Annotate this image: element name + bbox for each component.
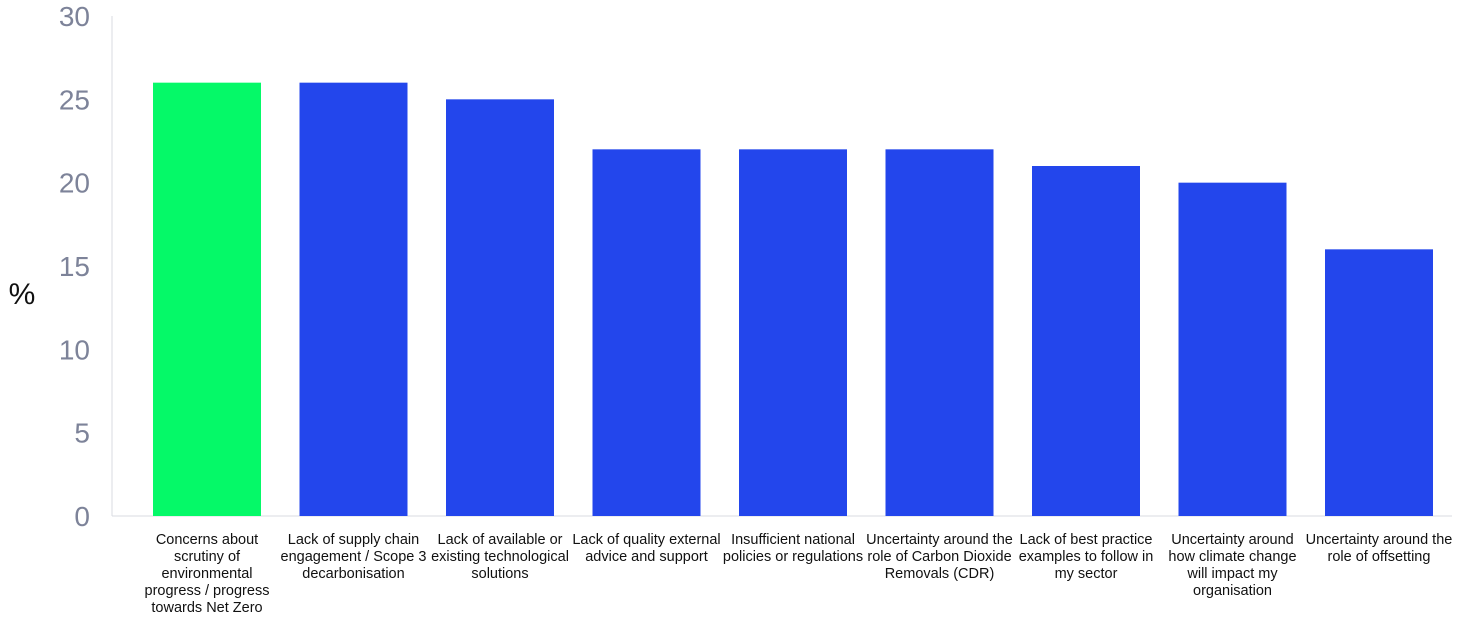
x-tick-label: Concerns about scrutiny of environmental… (144, 532, 270, 616)
x-tick-label: Lack of quality external advice and supp… (572, 532, 721, 565)
y-axis-ticks: 0 5 10 15 20 25 30 (59, 1, 90, 532)
x-tick-label: Uncertainty around the role of Carbon Di… (866, 532, 1013, 582)
x-tick-label: Lack of available or existing technologi… (431, 532, 569, 582)
bar (153, 82, 261, 517)
bar (1325, 249, 1433, 517)
x-tick-label: Uncertainty around the role of offsettin… (1305, 532, 1453, 565)
y-tick-label: 30 (59, 1, 90, 32)
x-tick-label: Lack of supply chain engagement / Scope … (280, 532, 427, 582)
bar (1032, 166, 1140, 516)
y-tick-label: 10 (59, 334, 90, 365)
bar (739, 149, 847, 517)
bar (885, 149, 994, 517)
y-tick-label: 15 (59, 251, 90, 282)
x-tick-label: Lack of best practice examples to follow… (1018, 532, 1154, 582)
y-tick-label: 20 (59, 168, 90, 199)
y-tick-label: 5 (74, 418, 90, 449)
bar (592, 149, 701, 517)
y-tick-label: 25 (59, 84, 90, 115)
bar (299, 82, 408, 517)
bar (446, 99, 554, 516)
bars (153, 82, 1433, 517)
y-tick-label: 0 (74, 501, 90, 532)
y-axis-label: % (9, 278, 36, 311)
bar (1178, 182, 1287, 516)
x-tick-label: Insufficient national policies or regula… (722, 532, 864, 565)
x-tick-label: Uncertainty around how climate change wi… (1168, 532, 1297, 599)
